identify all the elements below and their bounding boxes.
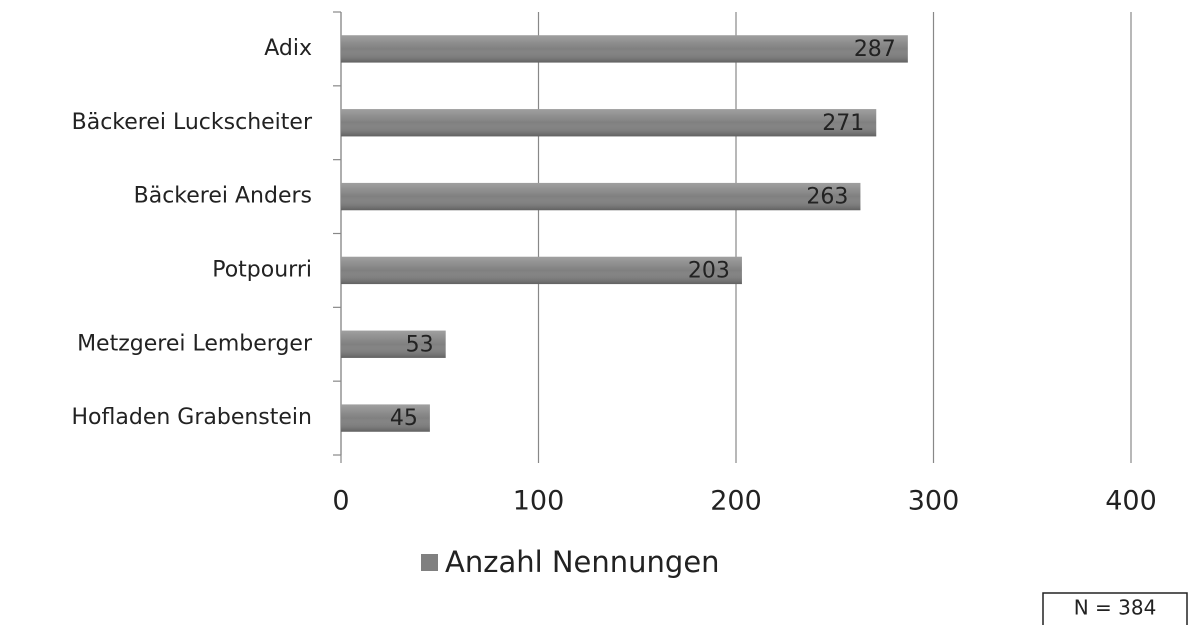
bar-shade [341, 404, 430, 432]
y-tick-label: Bäckerei Anders [134, 184, 312, 209]
y-tick-label: Metzgerei Lemberger [77, 331, 313, 356]
legend-label: Anzahl Nennungen [445, 545, 720, 579]
y-tick-label: Adix [264, 36, 312, 61]
annotation-box [1042, 592, 1188, 625]
x-tick-label: 0 [332, 486, 349, 517]
value-label: 53 [406, 332, 434, 357]
value-label: 203 [688, 258, 730, 283]
x-tick-label: 400 [1105, 486, 1157, 517]
bar-shade [341, 330, 446, 358]
y-tick-label: Hofladen Grabenstein [72, 405, 312, 430]
bar-shade [341, 109, 877, 137]
x-tick-label: 300 [908, 486, 960, 517]
bar-shade [341, 256, 742, 285]
value-label: 263 [806, 185, 848, 210]
value-label: 271 [822, 111, 864, 136]
x-tick-label: 100 [513, 486, 565, 517]
legend-swatch [421, 554, 438, 571]
bar-shade [341, 35, 908, 63]
value-label: 45 [390, 406, 418, 431]
value-label: 287 [854, 37, 896, 62]
x-tick-label: 200 [710, 486, 762, 517]
bar-shade [341, 182, 861, 211]
y-tick-label: Bäckerei Luckscheiter [72, 110, 313, 135]
annotation: N = 384 [1074, 596, 1157, 620]
y-tick-label: Potpourri [212, 257, 312, 282]
